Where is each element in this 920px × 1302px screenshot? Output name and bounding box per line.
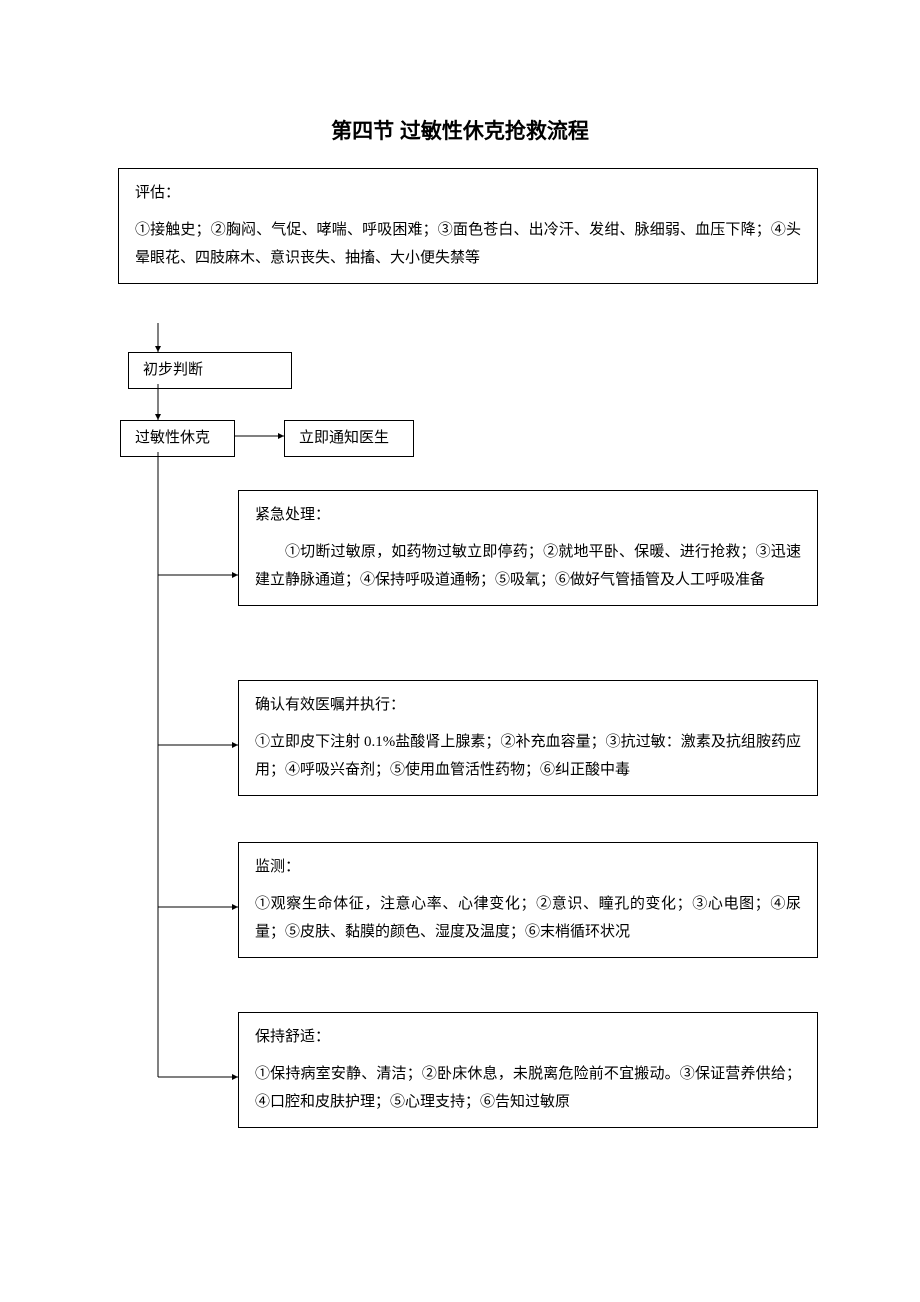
node-judge: 初步判断 bbox=[128, 352, 292, 389]
node-emergency-label: 紧急处理： bbox=[255, 501, 801, 530]
node-assess-body: ①接触史；②胸闷、气促、哮喘、呼吸困难；③面色苍白、出冷汗、发绀、脉细弱、血压下… bbox=[135, 216, 801, 273]
node-shock: 过敏性休克 bbox=[120, 420, 235, 457]
node-judge-label: 初步判断 bbox=[143, 362, 203, 378]
node-notify: 立即通知医生 bbox=[284, 420, 414, 457]
node-emergency: 紧急处理： ①切断过敏原，如药物过敏立即停药；②就地平卧、保暖、进行抢救；③迅速… bbox=[238, 490, 818, 606]
node-confirm-body: ①立即皮下注射 0.1%盐酸肾上腺素；②补充血容量；③抗过敏：激素及抗组胺药应用… bbox=[255, 728, 801, 785]
node-shock-label: 过敏性休克 bbox=[135, 430, 210, 446]
node-comfort: 保持舒适： ①保持病室安静、清洁；②卧床休息，未脱离危险前不宜搬动。③保证营养供… bbox=[238, 1012, 818, 1128]
node-confirm-label: 确认有效医嘱并执行： bbox=[255, 691, 801, 720]
node-notify-label: 立即通知医生 bbox=[299, 430, 389, 446]
page-title: 第四节 过敏性休克抢救流程 bbox=[100, 115, 820, 145]
node-comfort-body: ①保持病室安静、清洁；②卧床休息，未脱离危险前不宜搬动。③保证营养供给；④口腔和… bbox=[255, 1060, 801, 1117]
node-comfort-label: 保持舒适： bbox=[255, 1023, 801, 1052]
node-confirm: 确认有效医嘱并执行： ①立即皮下注射 0.1%盐酸肾上腺素；②补充血容量；③抗过… bbox=[238, 680, 818, 796]
node-emergency-body: ①切断过敏原，如药物过敏立即停药；②就地平卧、保暖、进行抢救；③迅速建立静脉通道… bbox=[255, 538, 801, 595]
node-assess-label: 评估： bbox=[135, 179, 801, 208]
node-monitor-body: ①观察生命体征，注意心率、心律变化；②意识、瞳孔的变化；③心电图；④尿量；⑤皮肤… bbox=[255, 890, 801, 947]
node-assess: 评估： ①接触史；②胸闷、气促、哮喘、呼吸困难；③面色苍白、出冷汗、发绀、脉细弱… bbox=[118, 168, 818, 284]
node-monitor: 监测： ①观察生命体征，注意心率、心律变化；②意识、瞳孔的变化；③心电图；④尿量… bbox=[238, 842, 818, 958]
node-monitor-label: 监测： bbox=[255, 853, 801, 882]
